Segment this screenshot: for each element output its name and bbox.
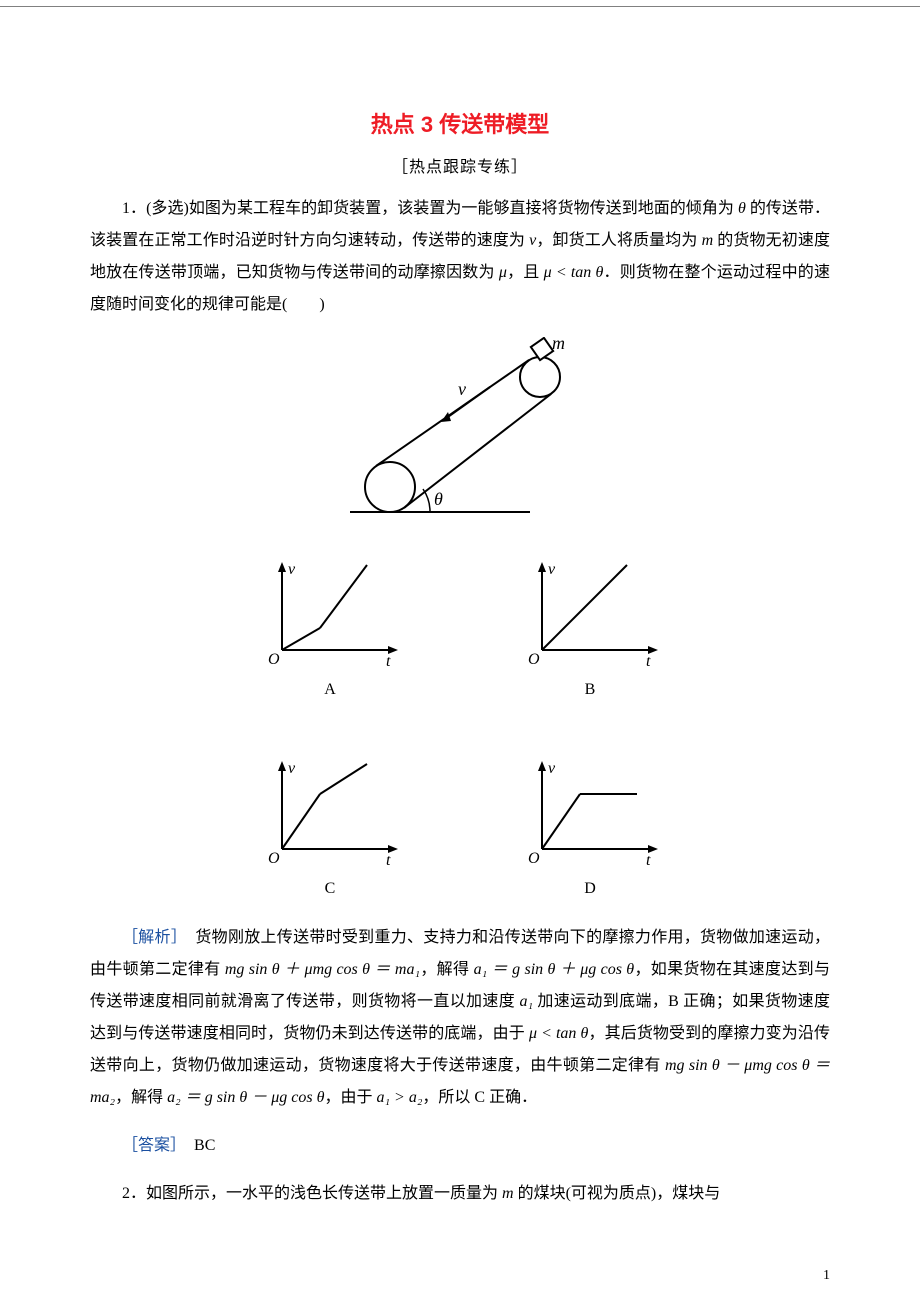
option-B-label: B bbox=[520, 681, 660, 699]
mu-sym: μ bbox=[499, 264, 507, 281]
theta-sym: θ bbox=[738, 200, 746, 217]
option-B-graph: v t O bbox=[520, 560, 660, 672]
page: 热点 3 传送带模型 ［热点跟踪专练］ 1．(多选)如图为某工程车的卸货装置，该… bbox=[0, 6, 920, 1308]
option-C: v t O C bbox=[260, 759, 400, 898]
solution-label: ［解析］ bbox=[122, 929, 179, 946]
sol-t6: ，解得 bbox=[115, 1089, 167, 1106]
svg-text:O: O bbox=[528, 651, 540, 668]
cond-sym: μ < tan θ bbox=[544, 264, 604, 281]
option-A-graph: v t O bbox=[260, 560, 400, 672]
conveyor-figure: m v θ bbox=[90, 337, 830, 542]
sol-t2: ，解得 bbox=[420, 961, 474, 978]
sol-cond2: μ < tan θ bbox=[529, 1025, 588, 1042]
option-D-label: D bbox=[520, 880, 660, 898]
q2-text-1: 2．如图所示，一水平的浅色长传送带上放置一质量为 bbox=[122, 1185, 502, 1202]
sol-eq2: a₁ ＝ g sin θ ＋ μg cos θ bbox=[474, 961, 635, 978]
m-label: m bbox=[552, 337, 565, 353]
svg-text:v: v bbox=[548, 561, 556, 578]
answer-label: ［答案］ bbox=[122, 1137, 178, 1154]
conveyor-svg: m v θ bbox=[320, 337, 600, 537]
solution-para: ［解析］ 货物刚放上传送带时受到重力、支持力和沿传送带向下的摩擦力作用，货物做加… bbox=[90, 922, 830, 1114]
svg-text:t: t bbox=[386, 852, 391, 869]
option-A-label: A bbox=[260, 681, 400, 699]
page-number: 1 bbox=[823, 1268, 830, 1284]
q2-stem: 2．如图所示，一水平的浅色长传送带上放置一质量为 m 的煤块(可视为质点)，煤块… bbox=[90, 1178, 830, 1210]
q2-text-2: 的煤块(可视为质点)，煤块与 bbox=[514, 1185, 721, 1202]
option-C-graph: v t O bbox=[260, 759, 400, 871]
m-sym: m bbox=[702, 232, 714, 249]
q1-text-1: 1．(多选)如图为某工程车的卸货装置，该装置为一能够直接将货物传送到地面的倾角为 bbox=[122, 200, 738, 217]
option-B: v t O B bbox=[520, 560, 660, 699]
sol-t7: ，由于 bbox=[324, 1089, 376, 1106]
svg-text:v: v bbox=[288, 561, 296, 578]
option-D: v t O D bbox=[520, 759, 660, 898]
q2-m: m bbox=[502, 1185, 514, 1202]
svg-text:t: t bbox=[646, 852, 651, 869]
section-subtitle: ［热点跟踪专练］ bbox=[90, 153, 830, 177]
q1-text-5: ，且 bbox=[507, 264, 544, 281]
v-label: v bbox=[458, 379, 466, 399]
section-title: 热点 3 传送带模型 bbox=[90, 107, 830, 139]
svg-text:t: t bbox=[386, 653, 391, 670]
option-D-graph: v t O bbox=[520, 759, 660, 871]
theta-label: θ bbox=[434, 489, 443, 509]
sol-eq4: a₂ ＝ g sin θ － μg cos θ bbox=[167, 1089, 324, 1106]
svg-text:v: v bbox=[288, 760, 296, 777]
answer-value: BC bbox=[178, 1137, 215, 1154]
options-grid: v t O A v t O B v t O C v t O D bbox=[180, 560, 740, 898]
sol-eq1: mg sin θ ＋ μmg cos θ ＝ ma₁ bbox=[225, 961, 420, 978]
svg-text:t: t bbox=[646, 653, 651, 670]
answer-para: ［答案］ BC bbox=[90, 1130, 830, 1162]
sol-t8: ，所以 C 正确． bbox=[422, 1089, 537, 1106]
option-C-label: C bbox=[260, 880, 400, 898]
svg-text:O: O bbox=[268, 850, 280, 867]
sol-ineq: a₁ > a₂ bbox=[376, 1089, 422, 1106]
svg-text:O: O bbox=[528, 850, 540, 867]
svg-text:v: v bbox=[548, 760, 556, 777]
q1-stem: 1．(多选)如图为某工程车的卸货装置，该装置为一能够直接将货物传送到地面的倾角为… bbox=[90, 193, 830, 321]
q1-text-3: ，卸货工人将质量均为 bbox=[536, 232, 701, 249]
svg-text:O: O bbox=[268, 651, 280, 668]
sol-a1: a₁ bbox=[519, 993, 533, 1010]
option-A: v t O A bbox=[260, 560, 400, 699]
